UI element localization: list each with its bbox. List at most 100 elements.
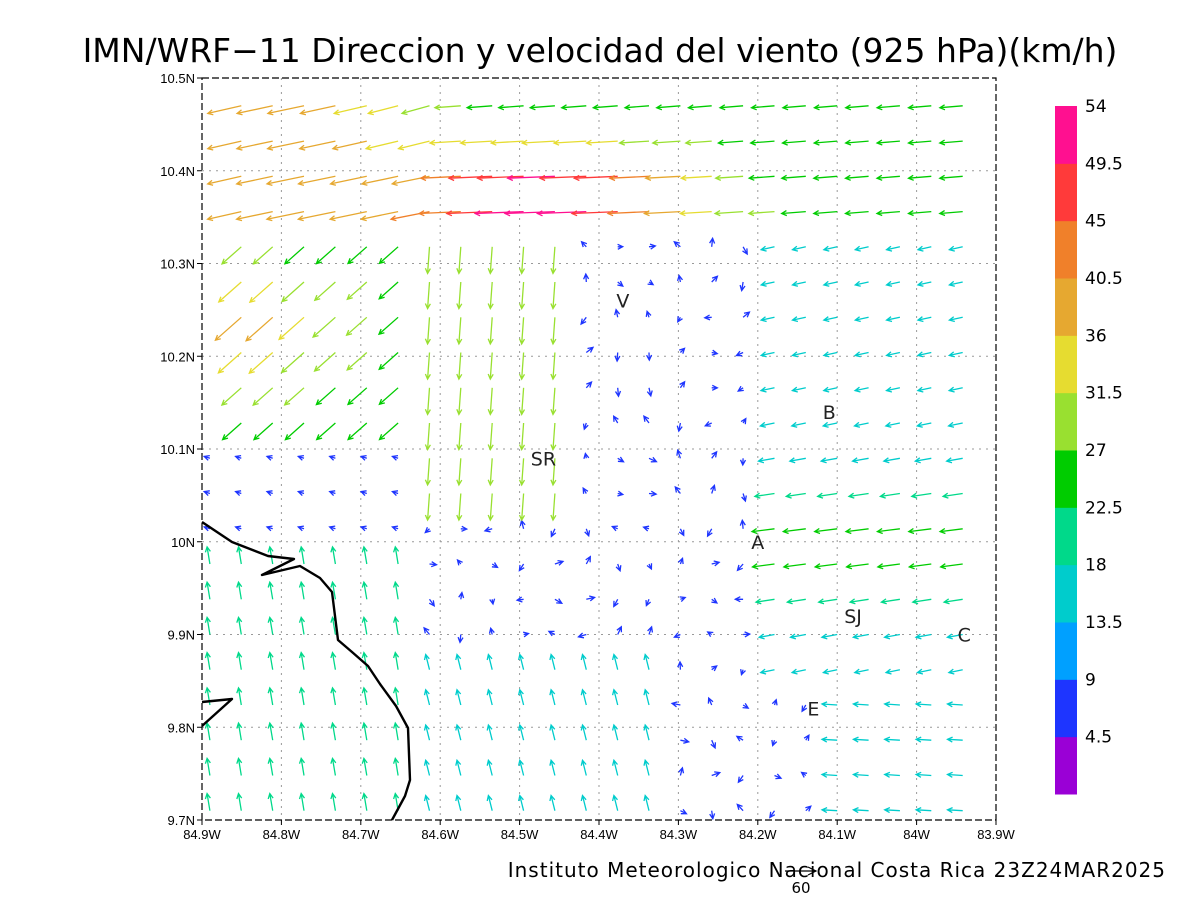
wind-vector [945,457,963,464]
wind-vector [911,598,932,605]
wind-vector [676,448,683,459]
wind-vector [853,280,869,287]
wind-vector [753,492,775,499]
wind-vector [643,723,650,741]
reference-vector: 60 [785,866,818,897]
wind-vector [916,280,932,287]
colorbar-swatch [1055,679,1077,738]
wind-vector [204,615,211,635]
wind-vector [518,422,526,452]
wind-vector [743,631,752,638]
wind-vector [328,210,367,222]
wind-vector [550,493,557,522]
wind-vector [611,794,619,811]
wind-vector [455,723,462,741]
wind-vector [879,598,900,605]
wind-vector [204,721,211,741]
wind-vector [946,807,963,814]
wind-vector [298,140,336,151]
wind-vector [678,766,685,776]
wind-vector [214,316,242,342]
wind-vector [739,458,747,467]
wind-vector [938,104,963,111]
wind-vector [206,175,242,186]
wind-vector [315,387,336,406]
lat-tick-label: 10.2N [160,349,195,364]
wind-vector [234,525,242,532]
wind-vector [550,458,557,487]
wind-vector [265,210,305,222]
wind-vector [361,545,368,565]
wind-vector [265,454,273,461]
wind-vector [617,280,624,287]
wind-vector [916,386,932,393]
wind-vector [947,668,963,675]
wind-vector [366,105,399,116]
wind-vector [885,316,901,323]
wind-vector [645,599,652,607]
wind-vector [769,810,776,819]
wind-vector [947,245,963,252]
wind-vector [267,580,274,600]
wind-vector [298,686,306,706]
wind-vector [236,721,243,741]
wind-vector [267,792,274,811]
wind-vector [916,245,932,252]
wind-vector [377,316,399,336]
wind-vector [359,454,368,461]
wind-vector [938,139,963,146]
wind-vector [643,415,650,424]
wind-vector [822,386,838,393]
wind-vector [455,794,462,811]
wind-vector [267,651,274,670]
wind-vector [361,686,368,706]
wind-vector [706,528,713,538]
wind-vector [714,174,744,181]
wind-vector [547,630,556,637]
wind-vector [202,454,211,461]
wind-vector [538,174,587,182]
wind-vector [751,563,775,570]
wind-vector [651,139,681,146]
wind-vector [876,563,900,570]
wind-vector [378,281,399,300]
wind-vector [549,688,556,706]
colorbar-swatch [1055,736,1077,795]
wind-vector [245,316,274,342]
wind-vector [614,387,622,398]
wind-vector [206,140,242,151]
wind-vector [330,545,337,565]
wind-vector [447,174,493,182]
wind-vector [820,807,838,814]
wind-vector [885,280,901,287]
wind-vector [378,352,399,371]
coastline-southwest [201,697,234,727]
wind-vector [847,492,869,499]
wind-vector [907,174,932,181]
wind-vector [742,311,751,318]
wind-vector [947,421,963,428]
wind-vector [549,653,556,670]
wind-vector [655,104,681,111]
wind-vector [298,792,306,811]
wind-vector [646,352,653,362]
wind-vector [298,756,306,776]
wind-vector [816,492,838,499]
wind-vector [217,281,242,303]
wind-vector [234,490,242,497]
wind-vector [236,792,243,811]
wind-vector [670,701,681,708]
wind-vector [647,625,654,635]
wind-vector [283,387,305,406]
wind-vector [907,139,932,146]
wind-vector [585,139,618,146]
wind-vector [202,490,211,497]
wind-vector [330,721,337,741]
wind-vector [456,246,463,275]
wind-vector [754,598,775,605]
wind-vector [296,210,336,222]
wind-vector [549,758,556,776]
wind-vector [648,456,658,463]
wind-vector [429,561,438,568]
